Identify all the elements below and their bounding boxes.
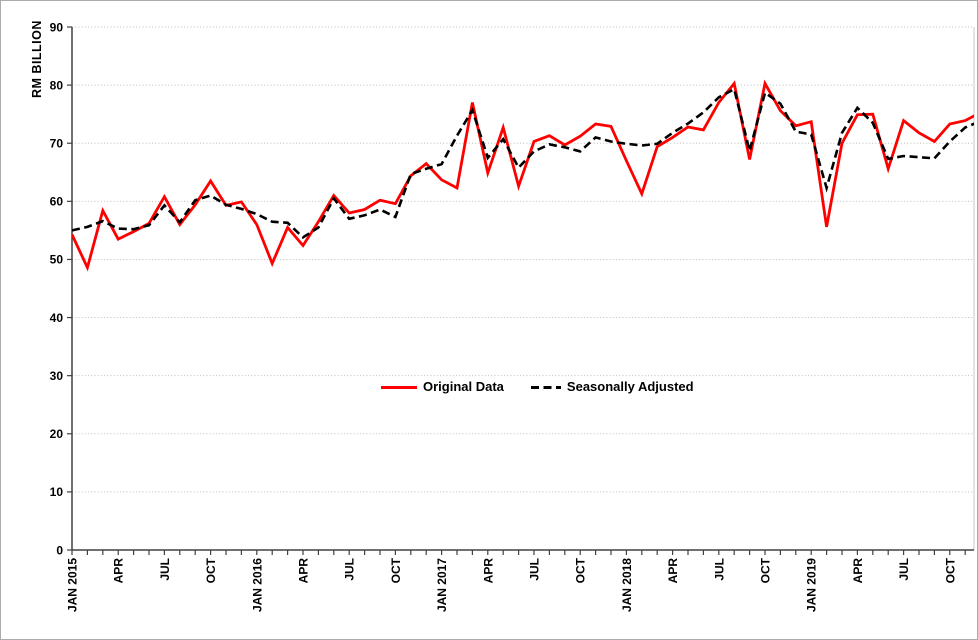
x-tick-label: JAN 2019: [805, 558, 819, 612]
y-axis-labels: 0 10 20 30 40 50 60 70 80 90: [50, 20, 64, 557]
x-tick-label: JUL: [158, 558, 172, 581]
x-tick-label: OCT: [759, 557, 773, 583]
x-tick-label: JUL: [897, 558, 911, 581]
x-tick-label: APR: [297, 558, 311, 584]
seasonally-adjusted-line-sample: [530, 385, 561, 389]
legend-item-seasonally-adjusted: Seasonally Adjusted: [530, 379, 694, 395]
x-tick-label: JAN 2015: [66, 558, 80, 612]
x-tick-label: APR: [481, 558, 495, 584]
legend-label-seasonally-adjusted: Seasonally Adjusted: [566, 379, 694, 394]
legend: Original Data Seasonally Adjusted: [381, 379, 694, 395]
x-tick-label: JUL: [712, 558, 726, 581]
original-data-line-sample: [381, 385, 417, 389]
y-tick-label: 40: [50, 311, 64, 325]
gridlines: [72, 26, 975, 550]
y-tick-label: 50: [50, 253, 64, 267]
x-tick-label: APR: [112, 558, 126, 584]
y-tick-label: 0: [56, 543, 63, 557]
seasonally-adjusted-line: [72, 87, 974, 240]
series-lines: [72, 79, 974, 272]
x-axis-labels: JAN 2015 APR JUL OCT JAN 2016 APR JUL OCT JAN 20…: [66, 557, 958, 612]
y-tick-label: 20: [50, 427, 64, 441]
axes: [71, 27, 974, 551]
y-tick-label: 80: [50, 78, 64, 92]
y-tick-label: 60: [50, 195, 64, 209]
x-tick-label: JAN 2017: [435, 558, 449, 612]
y-tick-label: 70: [50, 137, 64, 151]
legend-item-original-data: Original Data: [381, 379, 504, 395]
x-tick-label: JUL: [343, 558, 357, 581]
legend-label-original-data: Original Data: [423, 379, 504, 394]
x-tick-label: APR: [851, 558, 865, 584]
x-tick-label: JAN 2016: [250, 558, 264, 612]
y-tick-label: 10: [50, 485, 64, 499]
x-tick-label: OCT: [204, 557, 218, 583]
original-data-line: [72, 79, 974, 272]
y-tick-label: 90: [50, 20, 64, 34]
x-tick-label: APR: [666, 558, 680, 584]
x-tick-label: JAN 2018: [620, 558, 634, 612]
x-tick-label: OCT: [389, 557, 403, 583]
y-axis-title: RM BILLION: [30, 20, 44, 98]
x-tick-label: OCT: [574, 557, 588, 583]
axis-ticks: [67, 26, 966, 555]
x-tick-label: JUL: [528, 558, 542, 581]
x-tick-label: OCT: [943, 557, 957, 583]
y-tick-label: 30: [50, 369, 64, 383]
